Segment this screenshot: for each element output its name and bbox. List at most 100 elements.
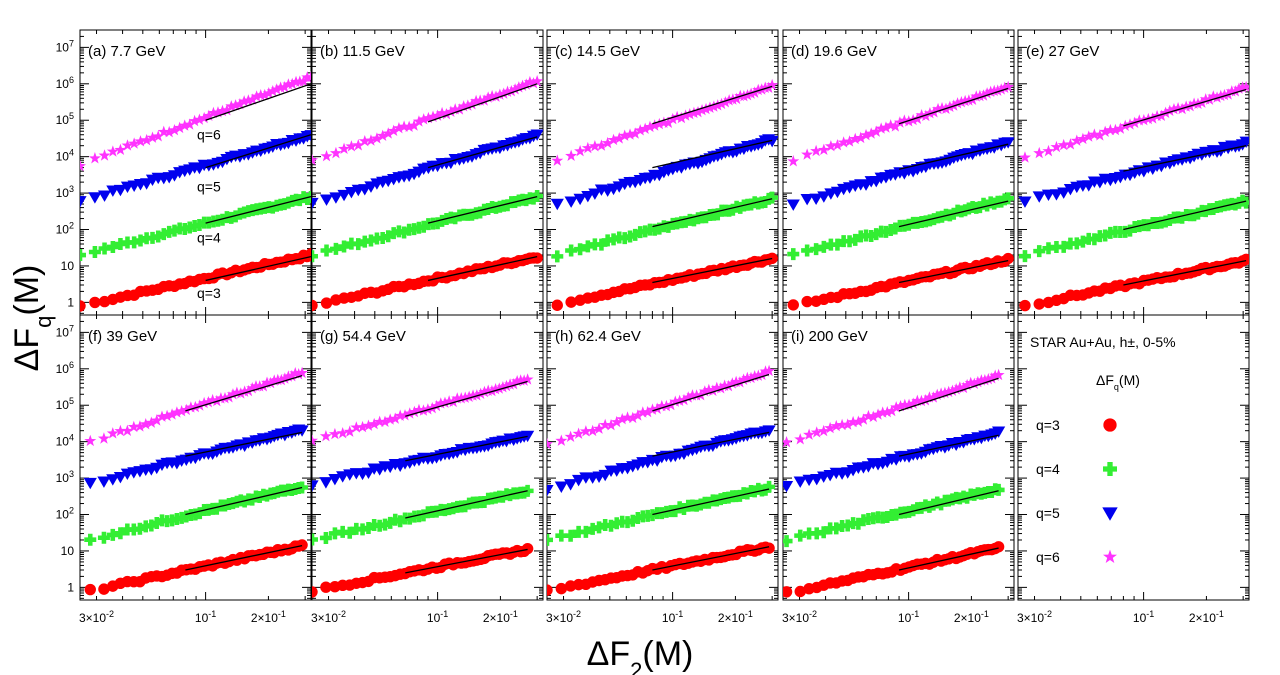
data-point-q6	[935, 387, 948, 399]
data-point-q6	[161, 409, 174, 422]
data-point-q4	[915, 501, 928, 514]
data-point-q6	[168, 123, 181, 136]
data-point-q3	[794, 585, 806, 598]
data-point-q6	[1050, 140, 1063, 153]
data-point-q6	[669, 395, 682, 407]
fit-line	[205, 195, 311, 224]
data-point-q4	[629, 228, 642, 241]
fit-line	[898, 490, 999, 516]
data-point-q6	[343, 425, 356, 437]
data-point-q6	[1146, 112, 1159, 124]
data-point-q6	[264, 376, 277, 389]
data-point-q6	[88, 152, 101, 164]
data-point-q4	[831, 238, 844, 251]
data-point-q5	[554, 481, 568, 493]
data-point-q3	[763, 542, 775, 554]
data-point-q5	[800, 194, 814, 206]
data-point-q6	[286, 77, 299, 90]
data-point-q6	[262, 87, 275, 99]
data-point-q4	[574, 243, 587, 256]
data-point-q6	[947, 99, 960, 111]
fit-line	[898, 259, 1009, 284]
legend-label: q=4	[1036, 461, 1060, 477]
data-point-q6	[700, 102, 713, 115]
data-point-q4	[581, 240, 594, 253]
data-point-q6	[268, 374, 281, 386]
fit-line	[652, 85, 773, 125]
data-point-q6	[379, 415, 391, 428]
data-point-q6	[755, 368, 768, 381]
fit-line	[1123, 145, 1247, 172]
data-point-q4	[1124, 224, 1137, 237]
data-point-q6	[875, 122, 888, 134]
data-point-q5	[1032, 191, 1046, 203]
data-point-q6	[1222, 88, 1235, 100]
panel-axes: (d) 19.6 GeV	[782, 29, 1015, 316]
data-point-q6	[1109, 123, 1122, 136]
panel-data	[312, 373, 535, 598]
data-point-q6	[238, 95, 251, 107]
data-point-q6	[134, 135, 147, 147]
data-point-q6	[857, 413, 870, 425]
panel-axes: (e) 27 GeV	[1017, 29, 1250, 316]
fit-line	[652, 488, 770, 516]
data-point-q4	[830, 522, 843, 535]
data-point-q6	[461, 99, 474, 111]
data-point-q4	[343, 526, 356, 539]
data-point-q4	[210, 502, 223, 515]
data-point-q6	[959, 94, 972, 107]
data-point-q6	[852, 415, 865, 427]
data-point-q6	[692, 105, 704, 118]
data-point-q6	[903, 398, 916, 411]
panel-frame	[79, 29, 312, 316]
data-point-q4	[121, 236, 134, 249]
data-point-q6	[451, 392, 464, 404]
x-tick-label: 3×10-2	[79, 609, 114, 625]
data-point-q6	[837, 136, 850, 148]
data-point-q6	[783, 435, 793, 448]
data-point-q6	[312, 153, 318, 166]
data-point-q6	[127, 420, 140, 433]
panel-data	[1018, 80, 1249, 312]
data-point-q6	[817, 143, 830, 156]
data-point-q6	[214, 392, 227, 404]
data-point-q6	[651, 402, 664, 414]
data-point-q4	[1088, 233, 1101, 246]
data-point-q6	[212, 106, 224, 118]
data-point-q6	[565, 149, 578, 162]
data-point-q4	[551, 250, 564, 263]
x-tick-label: 10-1	[662, 609, 683, 625]
data-point-q6	[865, 127, 878, 139]
fit-line	[205, 134, 311, 169]
data-point-q6	[202, 396, 215, 408]
data-point-q4	[1076, 235, 1089, 248]
data-point-q4	[358, 235, 371, 248]
q-label: q=6	[197, 127, 221, 143]
x-tick-label: 10-1	[898, 609, 919, 625]
data-point-q6	[843, 135, 856, 147]
data-point-q6	[703, 101, 716, 113]
data-point-q6	[687, 106, 700, 119]
data-point-q6	[759, 365, 772, 377]
data-point-q4	[565, 244, 578, 257]
data-point-q5	[786, 199, 800, 211]
data-point-q6	[745, 371, 758, 384]
data-point-q6	[923, 107, 936, 119]
data-point-q6	[950, 383, 963, 395]
panel-frame	[79, 314, 312, 601]
data-point-q6	[836, 418, 849, 431]
fit-line	[1123, 259, 1247, 286]
fit-line	[652, 139, 773, 169]
data-point-q6	[421, 403, 434, 415]
data-point-q6	[463, 390, 476, 403]
data-point-q6	[218, 391, 231, 404]
data-point-q4	[555, 529, 568, 542]
data-point-q6	[881, 405, 894, 418]
data-point-q6	[478, 94, 491, 106]
data-point-q4	[734, 201, 747, 214]
data-point-q4	[766, 191, 778, 204]
data-point-q4	[1099, 229, 1112, 242]
data-point-q6	[220, 104, 233, 116]
panel-data	[550, 78, 778, 311]
data-point-q4	[726, 203, 739, 216]
